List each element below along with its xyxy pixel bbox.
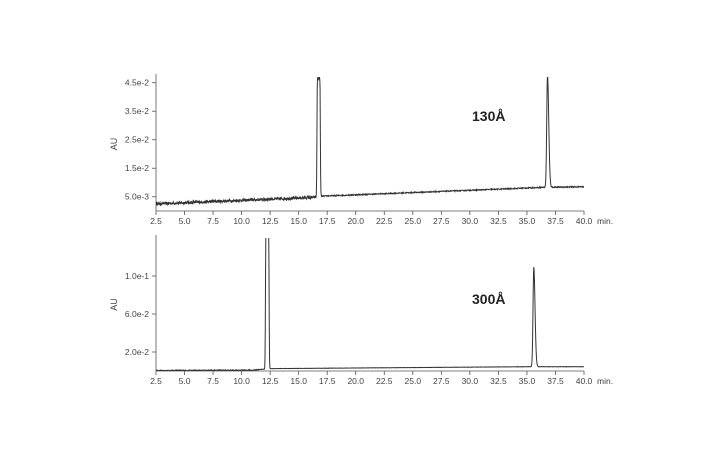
x-tick-label: 30.0 <box>462 376 479 386</box>
x-tick-label: 25.0 <box>405 376 422 386</box>
x-tick-label: 10.0 <box>233 376 250 386</box>
x-tick-label: 27.5 <box>433 376 450 386</box>
chromatogram-trace <box>156 77 584 207</box>
x-tick-label: 27.5 <box>433 216 450 226</box>
x-unit-label: min. <box>597 376 613 386</box>
x-tick-label: 7.5 <box>207 216 219 226</box>
x-tick-label: 20.0 <box>347 376 364 386</box>
x-tick-label: 5.0 <box>179 216 191 226</box>
x-tick-label: 20.0 <box>347 216 364 226</box>
x-tick-label: 7.5 <box>207 376 219 386</box>
x-tick-label: 37.5 <box>547 216 564 226</box>
chart-panel-2: 2.5 5.0 7.5 10.0 12.5 15.0 17.5 20.0 22.5 25.0 27.… <box>109 235 613 386</box>
y-tick-label: 3.5e-2 <box>125 106 149 116</box>
y-tick-label: 2.5e-2 <box>125 135 149 145</box>
y-tick-label: 6.0e-2 <box>125 309 149 319</box>
sample-label: 130Å <box>472 108 505 124</box>
x-tick-label: 2.5 <box>150 376 162 386</box>
x-tick-label: 12.5 <box>262 216 279 226</box>
x-tick-label: 15.0 <box>290 216 307 226</box>
x-tick-label: 5.0 <box>179 376 191 386</box>
x-tick-label: 35.0 <box>519 216 536 226</box>
chart-panel-1: 2.5 5.0 7.5 10.0 12.5 15.0 17.5 20.0 22.5 25.0 27.… <box>109 74 613 226</box>
x-tick-label: 12.5 <box>262 376 279 386</box>
x-tick-label: 15.0 <box>290 376 307 386</box>
x-tick-label: 32.5 <box>490 216 507 226</box>
x-tick-label: 10.0 <box>233 216 250 226</box>
x-tick-label: 22.5 <box>376 376 393 386</box>
x-tick-label: 40.0 <box>576 376 593 386</box>
x-tick-label: 17.5 <box>319 216 336 226</box>
y-axis-title: AU <box>109 298 119 311</box>
x-tick-label: 17.5 <box>319 376 336 386</box>
x-unit-label: min. <box>597 216 613 226</box>
x-tick-label: 35.0 <box>519 376 536 386</box>
chromatogram-trace <box>156 238 584 371</box>
sample-label: 300Å <box>472 291 505 307</box>
x-tick-label: 30.0 <box>462 216 479 226</box>
y-tick-label: 5.0e-3 <box>125 192 149 202</box>
x-tick-label: 37.5 <box>547 376 564 386</box>
x-tick-label: 2.5 <box>150 216 162 226</box>
x-tick-label: 25.0 <box>405 216 422 226</box>
y-tick-label: 2.0e-2 <box>125 347 149 357</box>
y-axis-title: AU <box>109 138 119 151</box>
y-tick-label: 4.5e-2 <box>125 78 149 88</box>
x-tick-label: 32.5 <box>490 376 507 386</box>
y-tick-label: 1.5e-2 <box>125 163 149 173</box>
x-tick-label: 40.0 <box>576 216 593 226</box>
x-tick-label: 22.5 <box>376 216 393 226</box>
y-tick-label: 1.0e-1 <box>125 271 149 281</box>
